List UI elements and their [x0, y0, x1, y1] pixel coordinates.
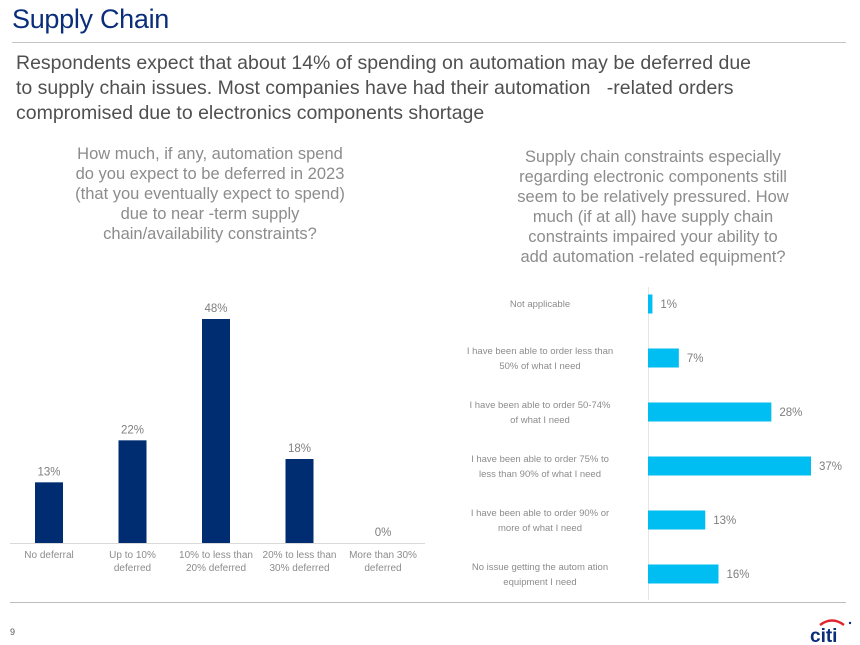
logo-arc: [819, 619, 845, 626]
category-label: No issue getting the autom ation: [472, 562, 608, 573]
bar: [202, 319, 230, 543]
question-line: regarding electronic components still: [519, 168, 787, 186]
subtitle-line: to supply chain issues. Most companies h…: [16, 77, 734, 99]
data-label: 13%: [37, 466, 60, 478]
data-label: 1%: [660, 299, 677, 311]
left-chart-question: How much, if any, automation spend do yo…: [30, 144, 390, 244]
bar: [285, 459, 314, 543]
question-line: much (if at all) have supply chain: [532, 208, 774, 226]
category-label: More than 30%: [349, 550, 417, 561]
data-label: 28%: [779, 407, 802, 419]
page-subtitle: Respondents expect that about 14% of spe…: [16, 51, 836, 126]
bar: [648, 456, 811, 476]
page-title: Supply Chain: [12, 4, 170, 34]
category-label: less than 90% of what I need: [479, 469, 601, 480]
category-label: I have been able to order 75% to: [471, 454, 609, 465]
data-label: 18%: [288, 443, 311, 455]
category-label: I have been able to order 90% or: [471, 508, 609, 519]
category-label: Up to 10%: [109, 550, 156, 561]
data-label: 13%: [713, 515, 736, 527]
title-divider: [12, 42, 846, 43]
data-label: 37%: [819, 461, 842, 473]
question-line: constraints impaired your ability to: [528, 228, 778, 246]
category-label: deferred: [364, 563, 401, 574]
category-label: more of what I need: [498, 523, 582, 534]
bar: [648, 564, 719, 584]
citi-logo: citi: [810, 619, 852, 645]
subtitle-line: Respondents expect that about 14% of spe…: [16, 52, 752, 74]
category-label: equipment I need: [503, 577, 576, 588]
category-label: 10% to less than: [179, 550, 253, 561]
question-line: do you expect to be deferred in 2023: [75, 165, 345, 183]
data-label: 0%: [375, 527, 392, 539]
category-label: deferred: [114, 563, 151, 574]
data-label: 22%: [121, 424, 144, 436]
question-line: How much, if any, automation spend: [77, 145, 343, 163]
category-label: 20% to less than: [263, 550, 337, 561]
bar: [648, 510, 706, 530]
bar: [648, 402, 772, 422]
category-label: 30% deferred: [269, 563, 329, 574]
left-bar-chart: 13% No deferral 22% Up to 10% deferred 48% 10%…: [10, 303, 425, 574]
bar: [35, 482, 63, 543]
footer-divider: [10, 602, 846, 603]
question-line: (that you eventually expect to spend): [75, 185, 345, 203]
question-line: Supply chain constraints especially: [525, 148, 781, 166]
question-line: seem to be relatively pressured. How: [517, 188, 789, 206]
category-label: of what I need: [510, 415, 570, 426]
bar: [118, 440, 147, 543]
data-label: 16%: [726, 569, 749, 581]
subtitle-line: compromised due to electronics component…: [16, 102, 485, 124]
question-line: add automation -related equipment?: [520, 248, 786, 266]
right-bar-chart: 1% Not applicable 7% I have been able to or…: [467, 287, 842, 600]
category-label: No deferral: [24, 550, 73, 561]
page-number: 9: [10, 627, 16, 637]
logo-registered-mark: [848, 621, 852, 625]
data-label: 48%: [204, 303, 227, 315]
bar: [648, 294, 653, 314]
category-label: 20% deferred: [186, 563, 246, 574]
logo-text: citi: [810, 626, 837, 645]
category-label: I have been able to order less than: [467, 346, 613, 357]
category-label: 50% of what I need: [499, 361, 580, 372]
right-chart-question: Supply chain constraints especially rega…: [488, 147, 818, 267]
category-label: Not applicable: [510, 299, 570, 310]
bar: [648, 348, 679, 368]
category-label: I have been able to order 50-74%: [469, 400, 611, 411]
data-label: 7%: [687, 353, 704, 365]
question-line: due to near -term supply: [120, 205, 300, 223]
question-line: chain/availability constraints?: [103, 225, 317, 243]
